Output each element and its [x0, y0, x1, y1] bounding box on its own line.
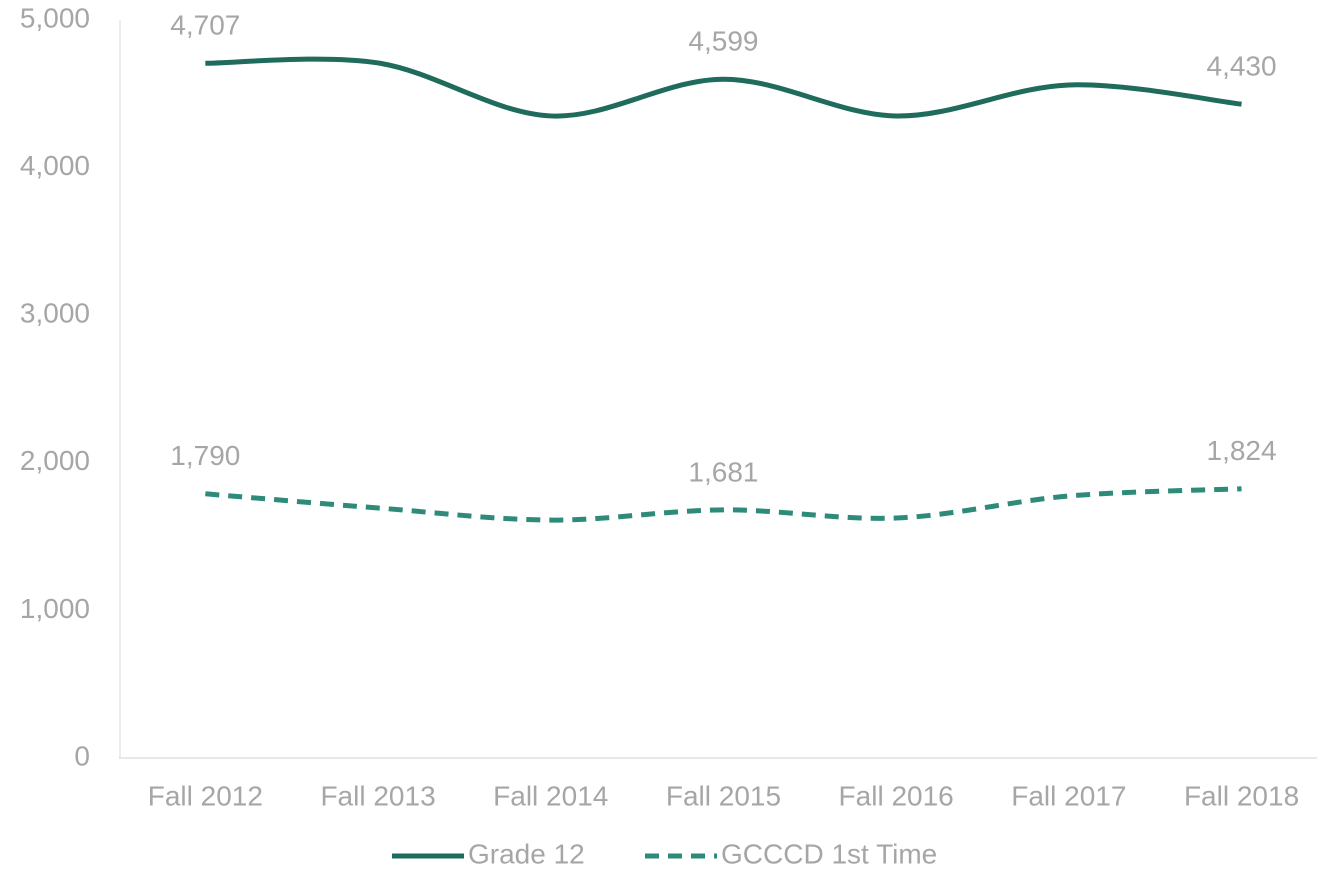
- data-label: 4,430: [1207, 51, 1277, 82]
- data-label: 4,707: [170, 10, 240, 41]
- y-tick-label: 0: [74, 740, 90, 771]
- x-tick-label: Fall 2016: [839, 780, 954, 811]
- y-tick-label: 1,000: [20, 593, 90, 624]
- x-tick-label: Fall 2012: [148, 780, 263, 811]
- data-label: 1,681: [688, 456, 758, 487]
- y-tick-label: 5,000: [20, 2, 90, 33]
- y-tick-label: 2,000: [20, 445, 90, 476]
- series-line: [205, 486, 1242, 523]
- data-label: 4,599: [688, 26, 758, 57]
- x-tick-label: Fall 2018: [1184, 780, 1299, 811]
- legend-label: Grade 12: [468, 838, 585, 869]
- legend-label: GCCCD 1st Time: [721, 838, 937, 869]
- series-line: [205, 56, 1242, 119]
- data-label: 1,790: [170, 440, 240, 471]
- data-label: 1,824: [1207, 435, 1277, 466]
- y-tick-label: 3,000: [20, 298, 90, 329]
- y-tick-label: 4,000: [20, 150, 90, 181]
- x-tick-label: Fall 2017: [1011, 780, 1126, 811]
- x-tick-label: Fall 2015: [666, 780, 781, 811]
- x-tick-label: Fall 2013: [320, 780, 435, 811]
- x-tick-label: Fall 2014: [493, 780, 608, 811]
